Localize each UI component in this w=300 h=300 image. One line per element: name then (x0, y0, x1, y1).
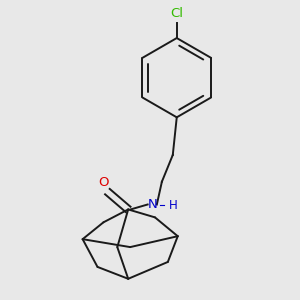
Text: O: O (99, 176, 109, 189)
Text: H: H (169, 200, 178, 212)
Text: Cl: Cl (170, 7, 183, 20)
Text: N: N (148, 198, 158, 211)
